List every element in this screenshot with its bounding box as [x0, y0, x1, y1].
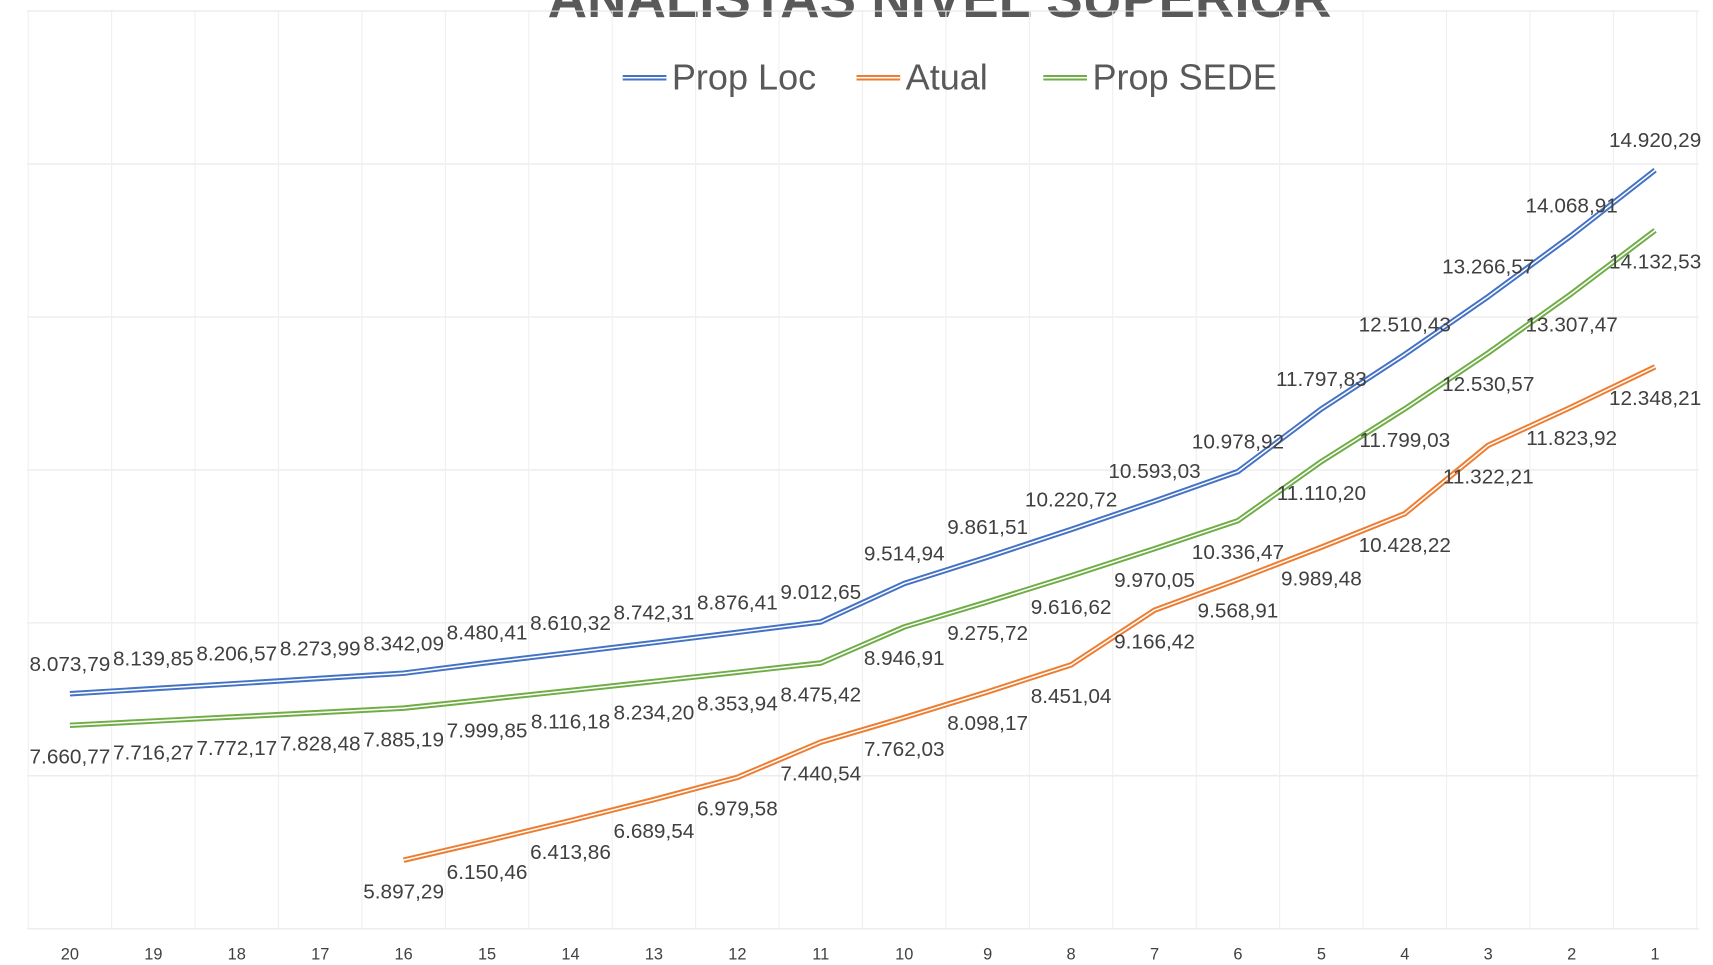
data-label: 9.568,91 — [1198, 600, 1279, 623]
data-label: 6.689,54 — [614, 820, 695, 843]
x-tick-label: 18 — [228, 945, 246, 963]
chart-title: ANALISTAS NÍVEL SUPERIOR — [548, 0, 1332, 29]
x-tick-label: 6 — [1233, 945, 1242, 963]
x-tick-label: 4 — [1400, 945, 1409, 963]
x-tick-label: 7 — [1150, 945, 1159, 963]
data-label: 13.307,47 — [1526, 314, 1618, 337]
data-label: 11.797,83 — [1276, 368, 1367, 391]
data-label: 7.440,54 — [780, 762, 861, 785]
data-label: 8.206,57 — [196, 643, 277, 666]
data-label: 5.897,29 — [363, 880, 444, 903]
data-label: 8.273,99 — [280, 637, 361, 660]
data-label: 8.073,79 — [30, 653, 111, 676]
x-tick-label: 9 — [983, 945, 992, 963]
data-label: 6.150,46 — [447, 861, 528, 884]
data-label: 7.762,03 — [864, 738, 945, 761]
data-label: 7.660,77 — [30, 746, 111, 769]
data-label: 10.428,22 — [1359, 534, 1451, 557]
series-line-inner — [69, 229, 1656, 727]
data-label: 12.530,57 — [1442, 373, 1534, 396]
data-label: 8.742,31 — [614, 602, 695, 625]
x-tick-label: 17 — [311, 945, 329, 963]
data-label: 10.593,03 — [1108, 460, 1200, 483]
x-tick-label: 1 — [1651, 945, 1660, 963]
data-label: 9.970,05 — [1114, 569, 1195, 592]
x-tick-label: 20 — [61, 945, 79, 963]
data-label: 7.999,85 — [447, 720, 528, 743]
x-tick-label: 12 — [728, 945, 746, 963]
data-label: 11.823,92 — [1526, 427, 1617, 450]
data-label: 8.451,04 — [1031, 685, 1112, 708]
data-label: 9.514,94 — [864, 543, 945, 566]
data-label: 10.220,72 — [1025, 489, 1117, 512]
data-label: 12.510,43 — [1359, 314, 1451, 337]
data-label: 9.616,62 — [1031, 596, 1112, 619]
x-tick-label: 10 — [895, 945, 913, 963]
data-label: 10.336,47 — [1192, 541, 1284, 564]
data-label: 8.353,94 — [697, 693, 778, 716]
data-label: 7.716,27 — [113, 741, 194, 764]
x-tick-label: 11 — [812, 945, 829, 963]
x-tick-label: 13 — [645, 945, 663, 963]
x-tick-label: 8 — [1067, 945, 1076, 963]
data-label: 8.876,41 — [697, 591, 778, 614]
data-label: 6.979,58 — [697, 798, 778, 821]
data-label: 9.012,65 — [780, 581, 861, 604]
data-label: 13.266,57 — [1442, 256, 1534, 279]
data-label: 11.110,20 — [1277, 482, 1366, 505]
data-label: 9.275,72 — [947, 622, 1028, 645]
data-label: 14.920,29 — [1609, 129, 1701, 152]
data-label: 8.234,20 — [614, 702, 695, 725]
data-label: 7.885,19 — [363, 728, 444, 751]
legend-label: Prop Loc — [672, 56, 816, 97]
data-label: 8.342,09 — [363, 632, 444, 655]
data-label: 8.480,41 — [447, 622, 528, 645]
data-label: 9.861,51 — [947, 516, 1028, 539]
data-label: 8.946,91 — [864, 647, 945, 670]
data-label: 12.348,21 — [1609, 387, 1701, 410]
x-tick-label: 16 — [395, 945, 413, 963]
x-tick-label: 14 — [561, 945, 579, 963]
data-label: 6.413,86 — [530, 841, 611, 864]
x-tick-label: 19 — [144, 945, 162, 963]
data-label: 7.828,48 — [280, 733, 361, 756]
legend-label: Atual — [906, 56, 988, 97]
data-label: 8.098,17 — [947, 712, 1028, 735]
legend-label: Prop SEDE — [1092, 56, 1276, 97]
data-label: 8.139,85 — [113, 648, 194, 671]
data-label: 14.068,91 — [1526, 194, 1618, 217]
data-label: 9.989,48 — [1281, 567, 1362, 590]
data-label: 14.132,53 — [1609, 251, 1701, 274]
series-line-inner — [403, 366, 1656, 861]
data-label: 8.116,18 — [531, 711, 610, 734]
x-tick-label: 3 — [1484, 945, 1493, 963]
data-label: 7.772,17 — [196, 737, 277, 760]
data-label: 9.166,42 — [1114, 630, 1195, 653]
x-tick-label: 15 — [478, 945, 496, 963]
x-tick-label: 5 — [1317, 945, 1326, 963]
data-label: 8.610,32 — [530, 612, 611, 635]
x-tick-label: 2 — [1567, 945, 1576, 963]
data-label: 11.322,21 — [1443, 466, 1534, 489]
series-line-inner — [69, 169, 1656, 695]
data-label: 10.978,92 — [1192, 431, 1284, 454]
data-label: 11.799,03 — [1359, 429, 1450, 452]
data-label: 8.475,42 — [780, 683, 861, 706]
